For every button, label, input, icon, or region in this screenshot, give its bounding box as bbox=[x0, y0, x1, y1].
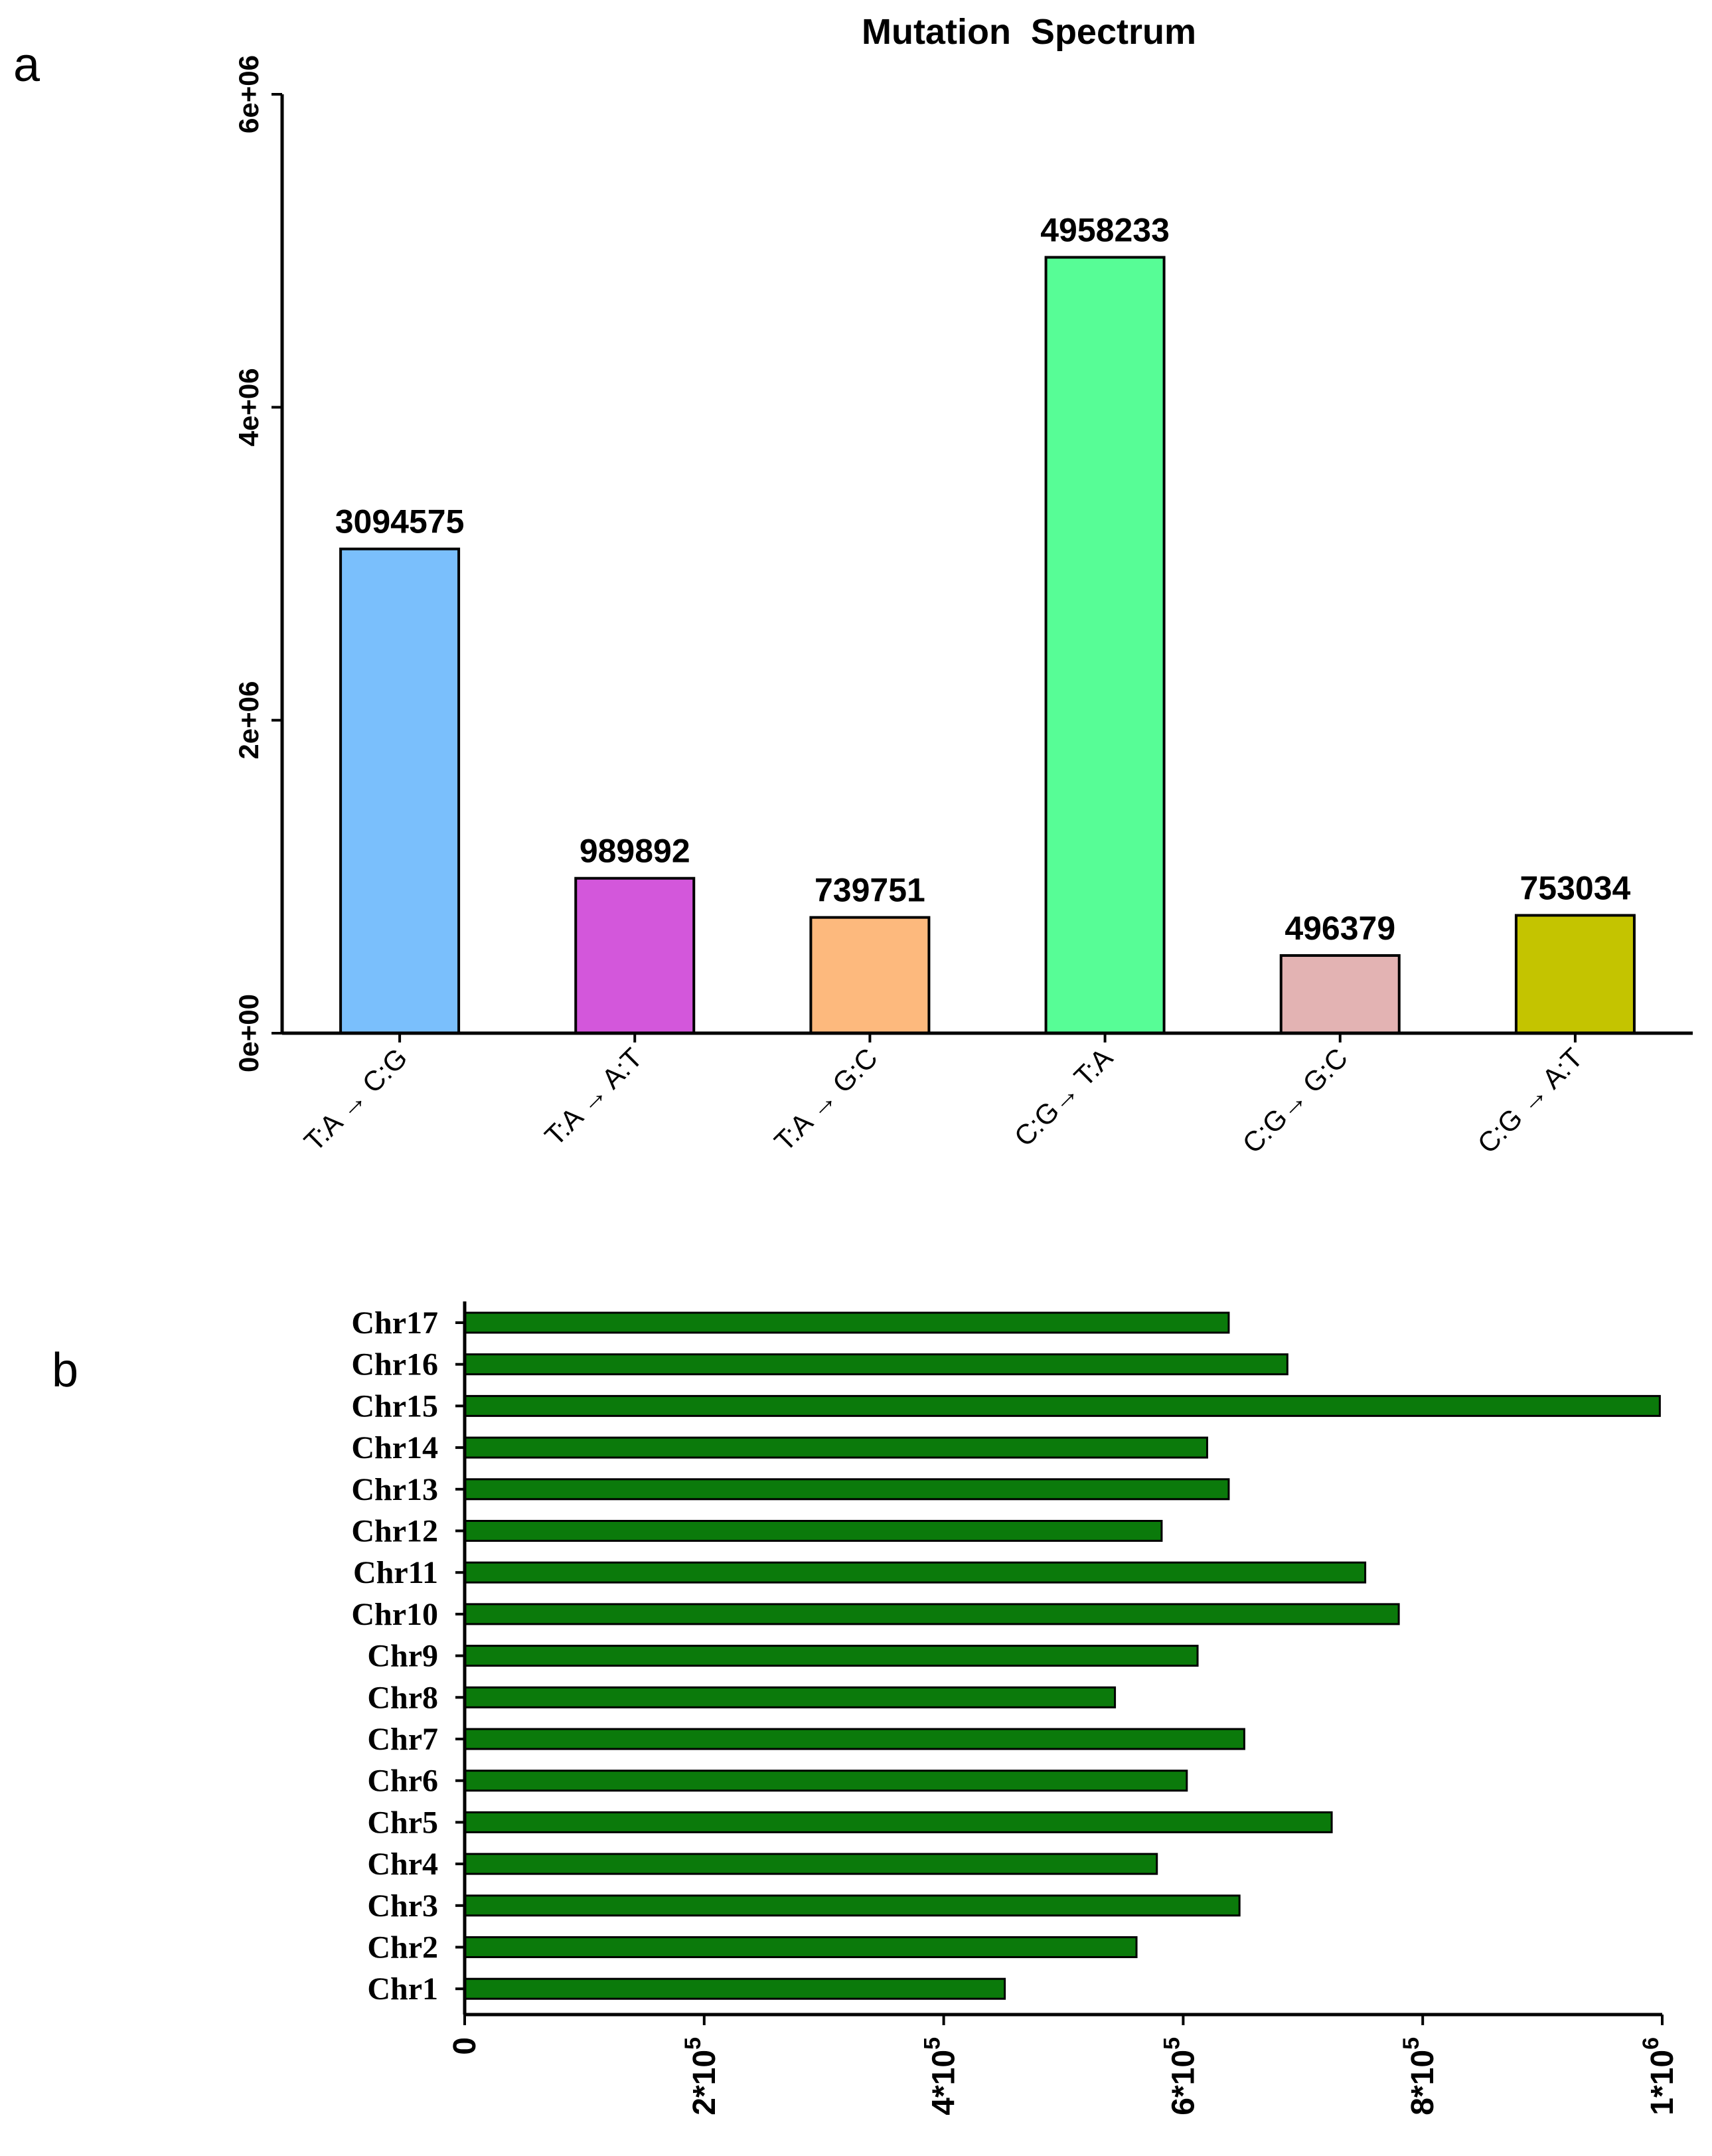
bar-value-label: 989892 bbox=[580, 833, 690, 870]
x-tick-label: 6*105 bbox=[1159, 2037, 1201, 2115]
chromosome-bar bbox=[463, 1645, 1199, 1667]
data-labels: 3094575 989892 739751 4958233 496379 753034 bbox=[335, 212, 1631, 948]
chromosome-bar bbox=[463, 1478, 1230, 1501]
chromosome-label: Chr12 bbox=[351, 1514, 438, 1549]
chromosome-bar bbox=[463, 1770, 1188, 1792]
horizontal-bar-series bbox=[463, 1311, 1661, 2000]
x-tick-label: 4*105 bbox=[920, 2037, 962, 2115]
chromosome-label: Chr16 bbox=[351, 1347, 438, 1382]
bar bbox=[809, 916, 931, 1035]
chromosome-bar bbox=[463, 1686, 1117, 1708]
bar-value-label: 3094575 bbox=[335, 503, 465, 540]
bar-value-label: 4958233 bbox=[1040, 212, 1170, 249]
chromosome-bar bbox=[463, 1811, 1333, 1833]
bar bbox=[1279, 954, 1401, 1035]
chromosome-label: Chr7 bbox=[367, 1722, 438, 1757]
chromosome-label: Chr15 bbox=[351, 1388, 438, 1424]
chromosome-bar bbox=[463, 1561, 1367, 1584]
x-axis-tick-labels: 0 2*105 4*105 6*105 8*105 1*106 bbox=[447, 2015, 1680, 2115]
bar bbox=[339, 547, 461, 1035]
chromosome-label: Chr9 bbox=[367, 1639, 438, 1674]
bar-series bbox=[339, 256, 1636, 1035]
y-tick-label: 0e+00 bbox=[233, 994, 264, 1072]
chromosome-label: Chr2 bbox=[367, 1930, 438, 1965]
chromosome-label: Chr13 bbox=[351, 1472, 438, 1507]
x-axis-tick-labels: T:A → C:G T:A → A:T T:A → G:C C:G→ T:A C:G→ … bbox=[298, 1033, 1589, 1159]
x-tick-label: T:A → G:C bbox=[768, 1042, 884, 1157]
y-tick-label: 6e+06 bbox=[233, 55, 264, 133]
x-tick-label: 8*105 bbox=[1399, 2037, 1440, 2115]
x-tick-label: T:A → C:G bbox=[298, 1042, 414, 1157]
bar bbox=[1044, 256, 1166, 1035]
bar-value-label: 739751 bbox=[815, 872, 925, 909]
chromosome-label: Chr14 bbox=[351, 1430, 438, 1465]
x-tick-label: T:A → A:T bbox=[538, 1042, 648, 1151]
x-tick-label: 0 bbox=[447, 2037, 483, 2055]
y-axis-ticks: 0e+00 2e+06 4e+06 6e+06 bbox=[233, 55, 282, 1072]
chromosome-label: Chr11 bbox=[353, 1555, 438, 1590]
x-tick-label: 2*105 bbox=[680, 2037, 722, 2115]
chromosome-bar bbox=[463, 1311, 1230, 1334]
chromosome-bar bbox=[463, 1520, 1163, 1542]
y-tick-label: 4e+06 bbox=[233, 368, 264, 446]
bar-value-label: 753034 bbox=[1519, 870, 1630, 907]
chromosome-bar bbox=[463, 1853, 1158, 1875]
chromosome-label: Chr1 bbox=[367, 1971, 438, 2007]
chromosome-bar bbox=[463, 1894, 1241, 1917]
chromosome-label: Chr4 bbox=[367, 1847, 438, 1882]
chromosome-label: Chr6 bbox=[367, 1764, 438, 1799]
bar-value-label: 496379 bbox=[1284, 910, 1395, 947]
panel-label-b: b bbox=[52, 1344, 78, 1397]
x-tick-label: C:G→ T:A bbox=[1008, 1042, 1119, 1152]
chromosome-bar bbox=[463, 1728, 1245, 1750]
chromosome-bar bbox=[463, 1394, 1661, 1417]
chromosome-label: Chr17 bbox=[351, 1305, 438, 1341]
chromosome-label: Chr5 bbox=[367, 1805, 438, 1840]
x-tick-label: C:G → A:T bbox=[1471, 1042, 1589, 1159]
chromosome-bar bbox=[463, 1353, 1288, 1376]
chromosome-bar bbox=[463, 1936, 1138, 1958]
chromosome-bar bbox=[463, 1436, 1208, 1459]
chromosome-label: Chr3 bbox=[367, 1888, 438, 1924]
chart-title: Mutation Spectrum bbox=[862, 12, 1196, 52]
chromosome-label: Chr10 bbox=[351, 1597, 438, 1632]
chromosome-bar bbox=[463, 1603, 1400, 1625]
mutation-spectrum-chart: Mutation Spectrum 0e+00 2e+06 4e+06 6e+06 3… bbox=[233, 12, 1693, 1159]
chromosome-bar bbox=[463, 1977, 1006, 2000]
chromosome-label: Chr8 bbox=[367, 1680, 438, 1715]
bar bbox=[574, 876, 696, 1035]
y-axis-category-labels: Chr17 Chr16 Chr15 Chr14 Chr13 Chr12 Chr11 Chr10… bbox=[351, 1305, 465, 2007]
panel-label-a: a bbox=[13, 39, 40, 92]
y-tick-label: 2e+06 bbox=[233, 681, 264, 760]
x-tick-label: 1*106 bbox=[1638, 2037, 1680, 2115]
x-tick-label: C:G→ G:C bbox=[1236, 1042, 1354, 1159]
chromosome-chart: Chr17Chr16Chr15Chr14Chr13Chr12Chr11Chr10… bbox=[351, 1301, 1680, 2115]
bar bbox=[1514, 914, 1636, 1035]
